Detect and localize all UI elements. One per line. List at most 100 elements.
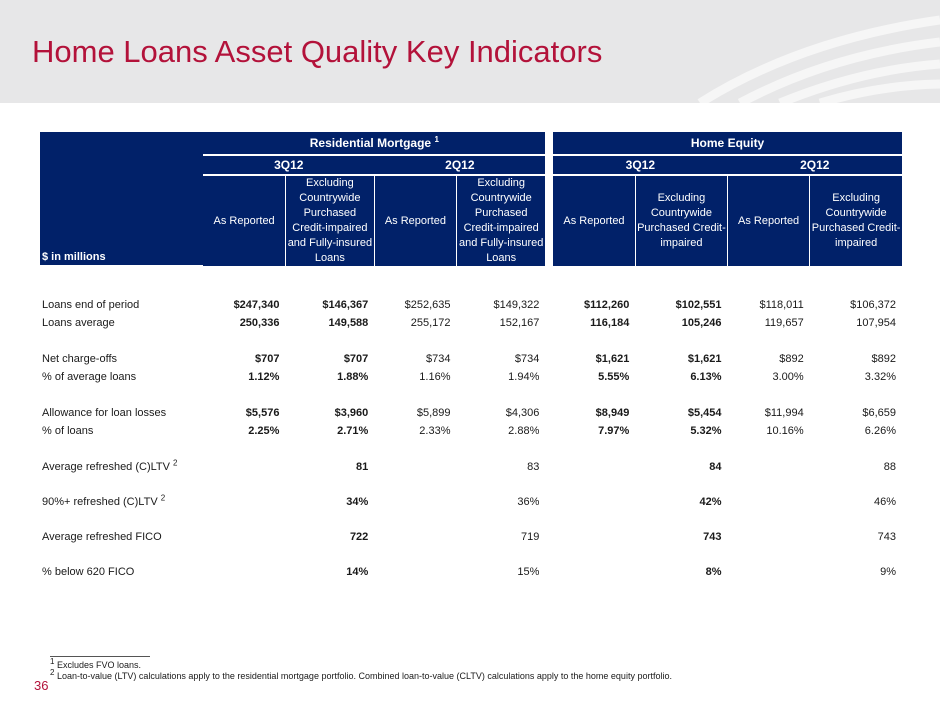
table-cell: 3.00% bbox=[772, 371, 804, 383]
table-cell: $247,340 bbox=[233, 299, 280, 311]
decorative-flag-stripes bbox=[697, 15, 940, 103]
table-cell: 14% bbox=[346, 566, 369, 578]
table-cell bbox=[545, 314, 554, 332]
period-header: 3Q12 bbox=[553, 155, 728, 176]
table-cell: $707 bbox=[254, 353, 280, 365]
table-cell: 1.16% bbox=[419, 371, 451, 383]
row-label: Loans average bbox=[42, 317, 115, 329]
table-cell: $1,621 bbox=[595, 353, 630, 365]
table-cell: $892 bbox=[779, 353, 804, 365]
table-cell: 1.94% bbox=[508, 371, 540, 383]
table-cell: 250,336 bbox=[239, 317, 280, 329]
table-cell: $11,994 bbox=[764, 407, 804, 419]
table-row: % below 620 FICO 14% 15% 8% 9% bbox=[40, 563, 902, 581]
unit-label: $ in millions bbox=[40, 132, 204, 267]
table-cell: $892 bbox=[871, 353, 896, 365]
period-header: 2Q12 bbox=[727, 155, 902, 176]
table-cell: 722 bbox=[349, 531, 369, 543]
table-cell: 107,954 bbox=[856, 317, 896, 329]
table-cell: 42% bbox=[699, 496, 722, 508]
table-cell: 152,167 bbox=[499, 317, 540, 329]
table-cell: 2.71% bbox=[337, 425, 369, 437]
table-cell: 8% bbox=[705, 566, 722, 578]
column-header-excluding: Excluding Countrywide Purchased Credit-i… bbox=[285, 175, 375, 266]
table-cell bbox=[203, 458, 285, 476]
row-label: Loans end of period bbox=[42, 299, 140, 311]
table-row: Loans average 250,336 149,588 255,172 152,… bbox=[40, 314, 902, 332]
table-cell: $5,454 bbox=[687, 407, 722, 419]
table-cell bbox=[545, 563, 554, 581]
table-cell: $6,659 bbox=[862, 407, 896, 419]
header-band bbox=[0, 0, 940, 103]
table-cell: 105,246 bbox=[681, 317, 722, 329]
table-cell: 1.12% bbox=[248, 371, 280, 383]
column-header-excluding: Excluding Countrywide Purchased Credit-i… bbox=[635, 175, 729, 266]
table-cell bbox=[40, 386, 902, 404]
table-cell bbox=[203, 528, 285, 546]
row-label: Allowance for loan losses bbox=[42, 407, 167, 419]
period-header: 3Q12 bbox=[203, 155, 375, 176]
table-cell bbox=[728, 563, 810, 581]
table-cell: 3.32% bbox=[864, 371, 896, 383]
table-cell: $3,960 bbox=[334, 407, 369, 419]
table-cell: 2.33% bbox=[419, 425, 451, 437]
period-header: 2Q12 bbox=[374, 155, 546, 176]
table-cell bbox=[40, 266, 902, 296]
table-cell bbox=[374, 528, 456, 546]
table-cell: 719 bbox=[521, 531, 540, 543]
footnote-2: 2 Loan-to-value (LTV) calculations apply… bbox=[50, 668, 672, 682]
table-cell bbox=[203, 493, 285, 511]
table-cell: 255,172 bbox=[410, 317, 451, 329]
table-cell: $8,949 bbox=[595, 407, 630, 419]
table-cell bbox=[40, 332, 902, 350]
table-row: Net charge-offs $707 $707 $734 $734 $1,621… bbox=[40, 350, 902, 368]
table-cell: 10.16% bbox=[766, 425, 804, 437]
table-cell: $734 bbox=[426, 353, 451, 365]
table-row: Loans end of period $247,340 $146,367 $25… bbox=[40, 296, 902, 314]
table-cell: $5,576 bbox=[245, 407, 280, 419]
table-cell: 6.13% bbox=[690, 371, 722, 383]
table-cell: 9% bbox=[880, 566, 896, 578]
row-label: Average refreshed FICO bbox=[42, 531, 162, 543]
table-cell: 6.26% bbox=[864, 425, 896, 437]
table-cell: 1.88% bbox=[337, 371, 369, 383]
table-cell: 5.32% bbox=[690, 425, 722, 437]
table-cell bbox=[728, 493, 810, 511]
table-cell: 116,184 bbox=[590, 317, 630, 329]
table-cell: 46% bbox=[873, 496, 896, 508]
table-cell: $734 bbox=[514, 353, 540, 365]
table-row: % of average loans 1.12% 1.88% 1.16% 1.94%… bbox=[40, 368, 902, 386]
table-cell: $106,372 bbox=[850, 299, 896, 311]
table-cell bbox=[40, 511, 902, 528]
table-cell: 2.25% bbox=[248, 425, 280, 437]
table-cell bbox=[545, 404, 554, 422]
table-cell bbox=[728, 528, 810, 546]
table-cell: $252,635 bbox=[404, 299, 451, 311]
table-cell bbox=[545, 350, 554, 368]
table-row: Average refreshed (C)LTV 2 81 83 84 88 bbox=[40, 458, 902, 476]
table-row: % of loans 2.25% 2.71% 2.33% 2.88% 7.97% 5.… bbox=[40, 422, 902, 440]
table-cell bbox=[545, 296, 554, 314]
table-cell: 2.88% bbox=[508, 425, 540, 437]
page-number: 36 bbox=[34, 678, 49, 693]
table-cell bbox=[40, 546, 902, 563]
table-cell bbox=[553, 458, 635, 476]
table-cell: 83 bbox=[527, 461, 540, 473]
column-header-excluding: Excluding Countrywide Purchased Credit-i… bbox=[456, 175, 546, 266]
table-cell: $149,322 bbox=[493, 299, 540, 311]
table-cell bbox=[40, 476, 902, 493]
table-row: 90%+ refreshed (C)LTV 2 34% 36% 42% 46% bbox=[40, 493, 902, 511]
table-cell: 15% bbox=[517, 566, 540, 578]
row-label: % of average loans bbox=[42, 371, 137, 383]
table-cell: 149,588 bbox=[328, 317, 369, 329]
table-cell bbox=[553, 493, 635, 511]
page-title: Home Loans Asset Quality Key Indicators bbox=[32, 34, 603, 69]
footnote-1: 1 Excludes FVO loans. bbox=[50, 657, 142, 671]
table-cell bbox=[374, 493, 456, 511]
table-cell bbox=[203, 563, 285, 581]
table-cell bbox=[374, 563, 456, 581]
table-cell bbox=[545, 528, 554, 546]
table-cell bbox=[553, 563, 635, 581]
table-cell: 743 bbox=[703, 531, 722, 543]
asset-quality-table: $ in millions Residential Mortgage 1 Hom… bbox=[40, 132, 902, 581]
